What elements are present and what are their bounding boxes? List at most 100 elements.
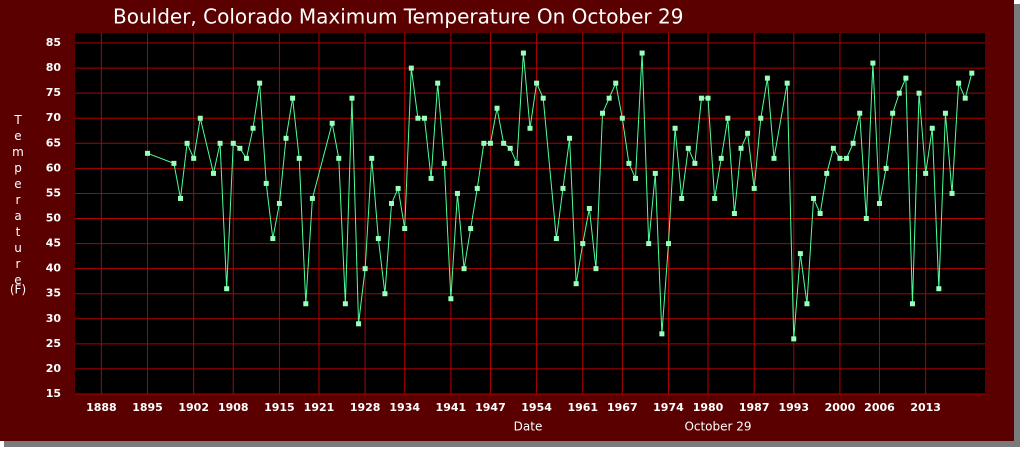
data-point xyxy=(270,236,276,242)
data-point xyxy=(962,95,968,101)
x-tick-label: 1941 xyxy=(436,401,467,414)
data-point xyxy=(481,140,487,146)
y-tick-label: 45 xyxy=(46,237,61,250)
x-tick-label: 1980 xyxy=(693,401,724,414)
data-point xyxy=(527,125,533,131)
data-point xyxy=(454,190,460,196)
data-point xyxy=(369,155,375,161)
data-point xyxy=(191,155,197,161)
data-point xyxy=(567,135,573,141)
data-point xyxy=(758,115,764,121)
data-point xyxy=(520,50,526,56)
x-tick-label: 1987 xyxy=(739,401,770,414)
x-tick-label: 1993 xyxy=(778,401,809,414)
data-point xyxy=(698,95,704,101)
y-tick-label: 70 xyxy=(46,111,62,124)
data-point xyxy=(487,140,493,146)
data-point xyxy=(606,95,612,101)
data-point xyxy=(356,321,362,327)
data-point xyxy=(389,200,395,206)
data-point xyxy=(296,155,302,161)
data-point xyxy=(903,75,909,81)
data-point xyxy=(580,241,586,247)
x-tick-label: 1895 xyxy=(132,401,163,414)
data-point xyxy=(784,80,790,86)
data-point xyxy=(797,251,803,257)
data-point xyxy=(362,266,368,272)
data-point xyxy=(178,195,184,201)
data-point xyxy=(448,296,454,302)
data-point xyxy=(870,60,876,66)
data-point xyxy=(560,185,566,191)
data-point xyxy=(896,90,902,96)
data-point xyxy=(791,336,797,342)
x-tick-label: 1934 xyxy=(389,401,420,414)
x-tick-label: 1921 xyxy=(304,401,335,414)
data-point xyxy=(639,50,645,56)
data-point xyxy=(811,195,817,201)
data-point xyxy=(210,170,216,176)
data-point xyxy=(600,110,606,116)
data-point xyxy=(540,95,546,101)
data-point xyxy=(276,200,282,206)
data-point xyxy=(936,286,942,292)
temperature-line xyxy=(147,53,973,339)
data-point xyxy=(764,75,770,81)
data-point xyxy=(613,80,619,86)
data-point xyxy=(243,155,249,161)
y-tick-label: 20 xyxy=(46,362,62,375)
data-point xyxy=(659,331,665,337)
data-point xyxy=(712,195,718,201)
data-point xyxy=(857,110,863,116)
data-point xyxy=(850,140,856,146)
data-point xyxy=(804,301,810,307)
y-tick-label: 85 xyxy=(46,36,61,49)
data-point xyxy=(916,90,922,96)
y-axis-label: Temperature xyxy=(11,113,25,289)
data-point xyxy=(224,286,230,292)
data-point xyxy=(626,160,632,166)
data-point xyxy=(428,175,434,181)
x-tick-label: 1888 xyxy=(86,401,117,414)
x-axis-label: Date xyxy=(514,420,543,434)
data-point xyxy=(705,95,711,101)
data-point xyxy=(184,140,190,146)
y-tick-label: 60 xyxy=(46,161,62,174)
y-tick-label: 25 xyxy=(46,337,61,350)
x-tick-label: 1902 xyxy=(178,401,209,414)
data-point xyxy=(633,175,639,181)
data-point xyxy=(237,145,243,151)
data-point xyxy=(230,140,236,146)
data-point xyxy=(824,170,830,176)
data-point xyxy=(929,125,935,131)
y-tick-label: 15 xyxy=(46,387,61,400)
data-point xyxy=(309,195,315,201)
data-point xyxy=(375,236,381,242)
x-tick-label: 1961 xyxy=(567,401,598,414)
data-point xyxy=(593,266,599,272)
y-tick-label: 40 xyxy=(46,262,62,275)
x-tick-label: 2013 xyxy=(910,401,941,414)
data-point xyxy=(672,125,678,131)
data-point xyxy=(909,301,915,307)
data-point xyxy=(942,110,948,116)
data-point xyxy=(507,145,513,151)
data-point xyxy=(217,140,223,146)
x-tick-label: 2000 xyxy=(825,401,856,414)
data-point xyxy=(382,291,388,297)
data-point xyxy=(890,110,896,116)
data-point xyxy=(863,216,869,222)
data-point xyxy=(771,155,777,161)
data-point xyxy=(534,80,540,86)
data-point xyxy=(474,185,480,191)
data-point xyxy=(876,200,882,206)
data-point xyxy=(725,115,731,121)
data-point xyxy=(883,165,889,171)
data-point xyxy=(408,65,414,71)
data-point xyxy=(514,160,520,166)
y-tick-label: 75 xyxy=(46,86,61,99)
data-point xyxy=(956,80,962,86)
data-point xyxy=(257,80,263,86)
